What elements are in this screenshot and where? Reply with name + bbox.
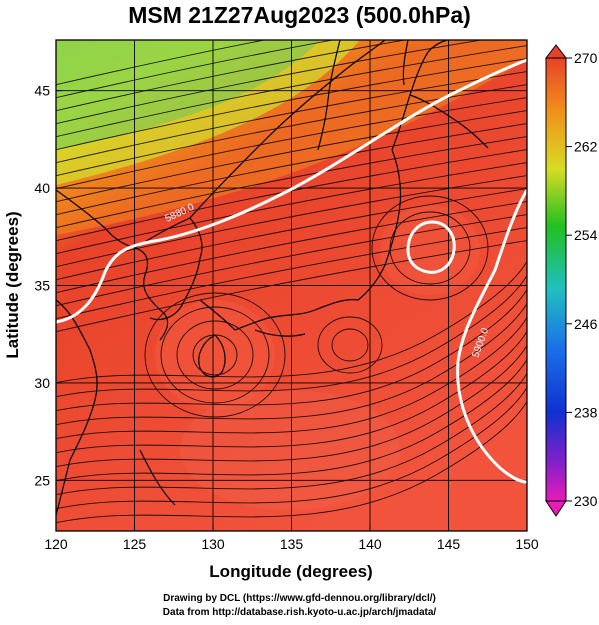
- streamline: [56, 58, 527, 151]
- colorbar-tick-label: 254: [574, 227, 598, 243]
- colorbar: 270 262 254 246 238 230: [544, 44, 598, 517]
- credit-data: Data from http://database.rish.kyoto-u.a…: [162, 607, 437, 618]
- colorbar-tick-label: 270: [574, 50, 598, 66]
- streamline: [56, 372, 527, 496]
- circulation-loop: [331, 328, 369, 362]
- streamline: [56, 40, 335, 99]
- colorbar-tick-label: 238: [574, 404, 598, 420]
- contour-5880: [56, 58, 527, 324]
- streamline: [56, 288, 527, 412]
- streamline: [56, 240, 527, 333]
- streamline: [56, 386, 527, 510]
- contour-5900: [456, 189, 527, 484]
- circulation-loop: [160, 306, 270, 404]
- x-tick-label: 145: [437, 536, 461, 552]
- streamline: [56, 302, 527, 426]
- x-axis-label: Longitude (degrees): [209, 562, 372, 581]
- streamline: [56, 162, 527, 255]
- streamline: [56, 330, 527, 454]
- coastlines: [56, 40, 489, 516]
- x-axis-ticks: 120 125 130 135 140 145 150: [44, 525, 539, 552]
- streamline: [56, 40, 408, 112]
- wind-streamlines: [56, 40, 527, 524]
- streamline: [56, 358, 527, 482]
- high-pressure-ring: [406, 220, 456, 274]
- streamline: [56, 149, 527, 242]
- streamline: [56, 45, 527, 138]
- y-tick-label: 45: [34, 83, 50, 99]
- y-axis-label: Latitude (degrees): [3, 211, 22, 358]
- streamline: [56, 136, 527, 229]
- y-tick-label: 35: [34, 278, 50, 294]
- y-tick-label: 40: [34, 180, 50, 196]
- streamline: [56, 123, 527, 216]
- x-tick-label: 135: [280, 536, 304, 552]
- credit-drawing: Drawing by DCL (https://www.gfd-dennou.o…: [163, 593, 436, 604]
- circulation-loop: [371, 195, 489, 301]
- streamline: [56, 71, 527, 164]
- streamline: [56, 40, 267, 86]
- streamline: [56, 274, 527, 398]
- y-tick-label: 30: [34, 375, 50, 391]
- geopotential-contours: [56, 58, 527, 484]
- colorbar-body: [545, 57, 567, 502]
- x-tick-label: 120: [44, 536, 68, 552]
- circulation-loop: [317, 316, 383, 374]
- colorbar-bottom-arrow: [545, 500, 567, 517]
- x-tick-label: 150: [515, 536, 539, 552]
- colorbar-tick-label: 262: [574, 139, 598, 155]
- colorbar-tick-label: 230: [574, 493, 598, 509]
- y-axis-ticks: 25 30 35 40 45: [34, 83, 62, 488]
- colorbar-tick-label: 246: [574, 316, 598, 332]
- streamline: [56, 214, 527, 307]
- streamline: [56, 97, 527, 190]
- chart-title: MSM 21Z27Aug2023 (500.0hPa): [128, 2, 471, 28]
- streamline: [56, 400, 527, 524]
- streamline: [56, 227, 527, 320]
- circulation-loop: [192, 334, 238, 376]
- streamline: [56, 40, 485, 125]
- x-tick-label: 130: [201, 536, 225, 552]
- circulation-loop: [144, 292, 286, 418]
- x-tick-label: 125: [123, 536, 147, 552]
- circulation-loop: [389, 211, 471, 285]
- streamline: [56, 260, 527, 384]
- streamline: [56, 175, 527, 268]
- streamline: [56, 344, 527, 468]
- colorbar-top-arrow: [544, 44, 568, 59]
- streamline: [56, 110, 527, 203]
- y-tick-label: 25: [34, 472, 50, 488]
- x-tick-label: 140: [358, 536, 382, 552]
- circulation-loop: [176, 320, 254, 390]
- streamline: [56, 188, 527, 281]
- streamline: [56, 316, 527, 440]
- streamline: [56, 84, 527, 177]
